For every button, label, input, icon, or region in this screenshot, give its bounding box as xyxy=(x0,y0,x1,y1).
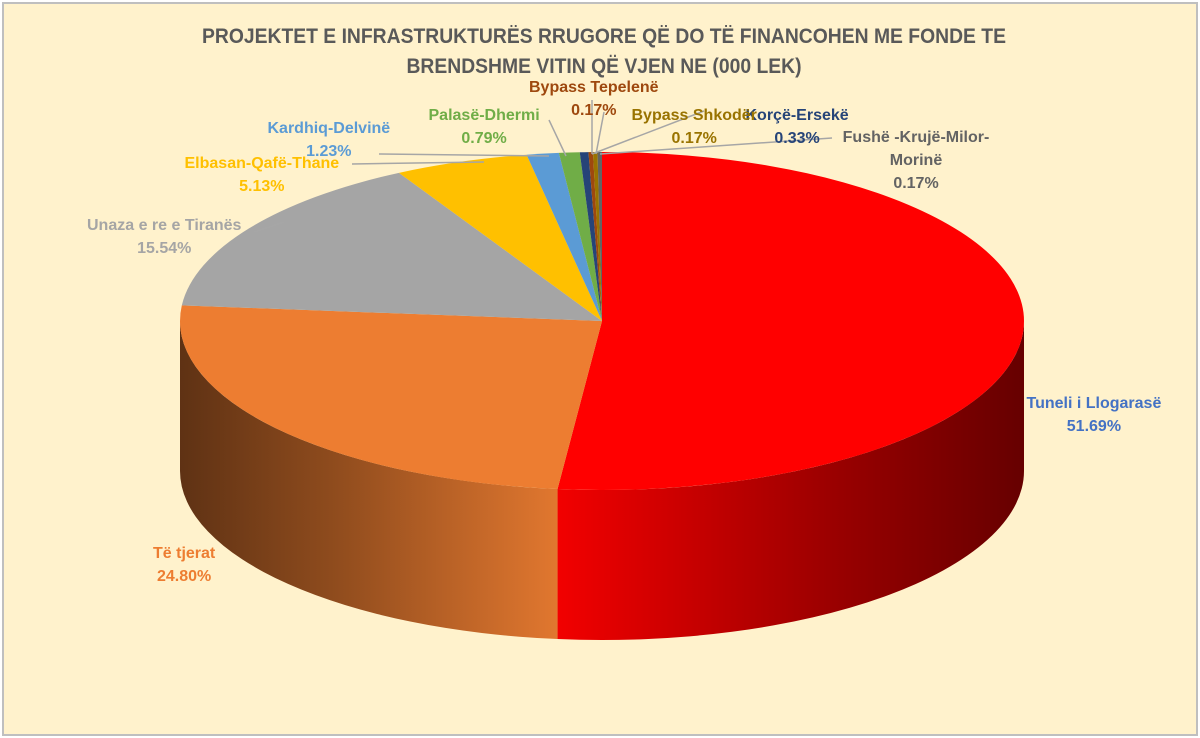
leader-line-4 xyxy=(378,153,550,157)
data-label: Të tjerat 24.80% xyxy=(153,542,215,588)
data-label: Bypass Shkodër 0.17% xyxy=(632,104,757,150)
pie-slice-8[interactable] xyxy=(592,152,602,321)
pie-slice-0[interactable] xyxy=(557,152,1024,490)
data-label-value: 1.23% xyxy=(306,143,352,160)
data-label-value: 0.79% xyxy=(461,130,507,147)
data-label-value: 24.80% xyxy=(156,568,212,585)
data-label: Korçë-Ersekë 0.33% xyxy=(746,104,849,150)
data-label-name: Kardhiq-Delvinë xyxy=(267,120,391,137)
pie-slice-3[interactable] xyxy=(398,154,602,321)
leader-line-5 xyxy=(548,119,567,157)
data-label-name: Unaza e re e Tiranës xyxy=(87,217,242,234)
data-label: Tuneli i Llogarasë 51.69% xyxy=(1027,392,1162,438)
data-label: Elbasan-Qafë-Thane 5.13% xyxy=(185,152,340,198)
data-label-name: Elbasan-Qafë-Thane xyxy=(184,155,340,172)
pie-side-1 xyxy=(180,321,558,640)
pie-side-0 xyxy=(557,321,1024,640)
data-label-value: 0.17% xyxy=(571,102,617,119)
data-label: Palasë-Dhermi 0.79% xyxy=(429,104,540,150)
pie-slice-7[interactable] xyxy=(588,152,602,321)
pie-slice-2[interactable] xyxy=(181,172,603,321)
pie-slice-9[interactable] xyxy=(597,152,602,321)
data-label-name: Korçë-Ersekë xyxy=(745,107,849,124)
leader-line-9 xyxy=(599,137,833,155)
pie-slice-5[interactable] xyxy=(558,152,602,321)
chart-title: PROJEKTET E INFRASTRUKTURËS RRUGORE QË D… xyxy=(202,25,1006,78)
pie-slices xyxy=(180,152,1024,490)
pie-chart xyxy=(180,100,1024,640)
data-label-value: 15.54% xyxy=(137,240,192,257)
data-label-name: Tuneli i Llogarasë xyxy=(1026,395,1162,412)
data-label-name: Të tjerat xyxy=(153,545,216,562)
data-label-value: 0.17% xyxy=(671,130,717,147)
data-label: Bypass Tepelenë 0.17% xyxy=(529,76,659,122)
data-label-name: Bypass Shkodër xyxy=(631,107,757,124)
leader-line-3 xyxy=(351,161,485,165)
data-label-value: 0.33% xyxy=(774,130,820,147)
data-label-value: 5.13% xyxy=(239,178,285,195)
data-label-name: Bypass Tepelenë xyxy=(529,79,659,96)
pie-slice-4[interactable] xyxy=(526,152,602,321)
data-label-name: Fushë -Krujë-Milor-Morinë xyxy=(842,129,990,169)
data-label: Kardhiq-Delvinë 1.23% xyxy=(268,117,391,163)
pie-side-walls xyxy=(180,321,1024,640)
data-label-name: Palasë-Dhermi xyxy=(428,107,540,124)
data-label-value: 0.17% xyxy=(893,175,939,192)
data-label: Unaza e re e Tiranës 15.54% xyxy=(87,214,241,260)
leader-line-2 xyxy=(253,221,285,233)
pie-slice-1[interactable] xyxy=(180,305,602,490)
leader-line-6 xyxy=(591,110,705,155)
data-label-value: 51.69% xyxy=(1066,418,1122,435)
pie-slice-6[interactable] xyxy=(579,152,602,321)
leader-line-8 xyxy=(595,111,605,155)
data-label: Fushë -Krujë-Milor-Morinë 0.17% xyxy=(826,126,1006,195)
